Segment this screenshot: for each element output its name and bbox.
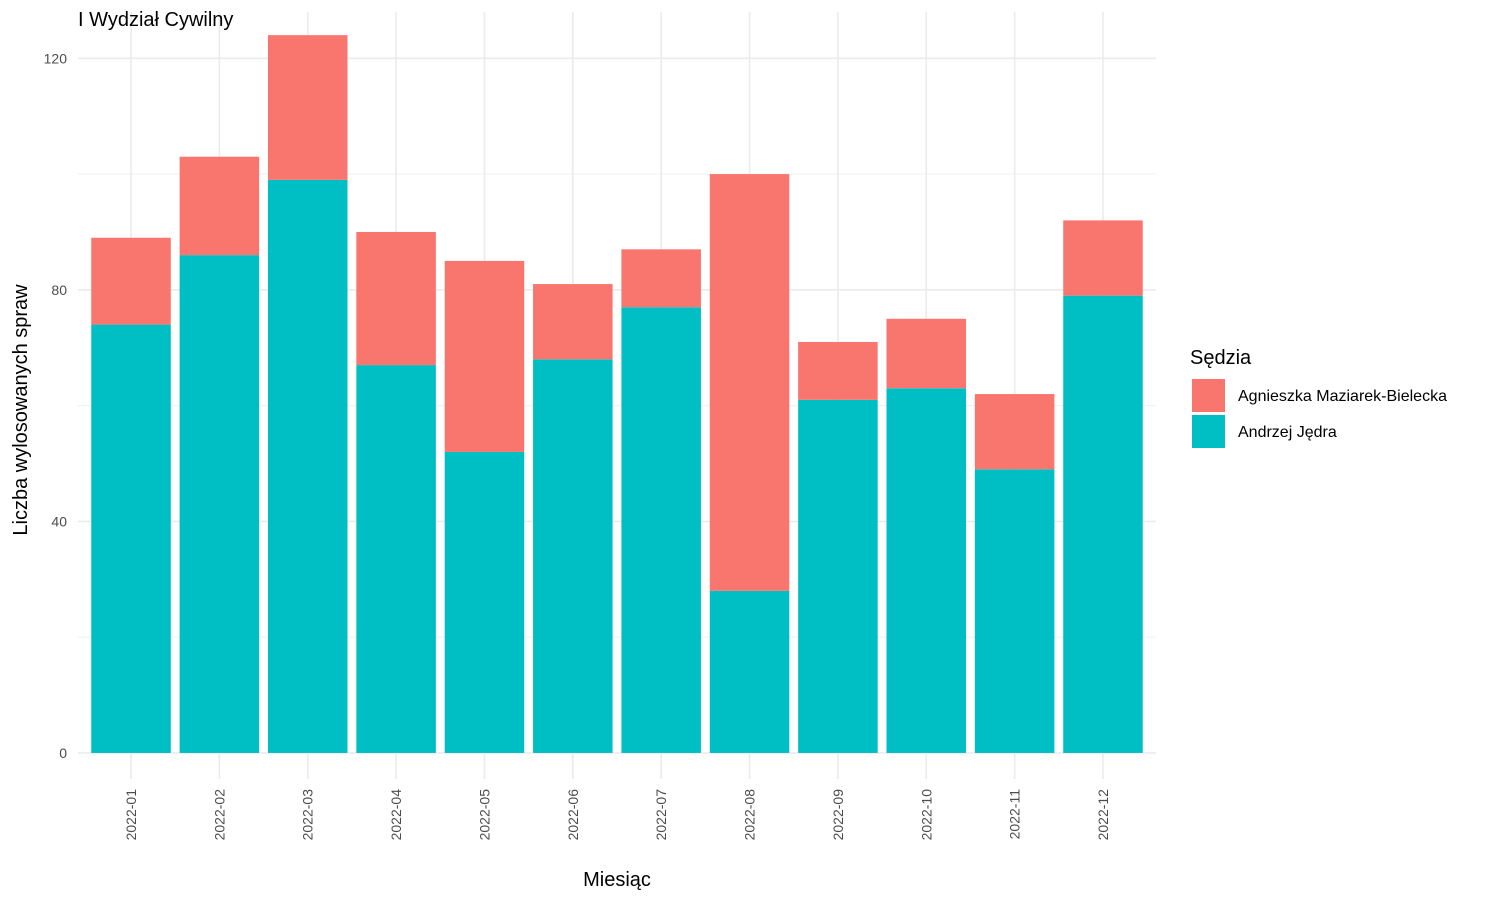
x-tick-label: 2022-06 bbox=[565, 789, 581, 841]
x-tick-label: 2022-08 bbox=[742, 789, 758, 841]
chart-title: I Wydział Cywilny bbox=[78, 9, 233, 31]
bar-segment bbox=[621, 307, 701, 753]
x-tick-label: 2022-07 bbox=[653, 789, 669, 841]
bars bbox=[91, 35, 1143, 753]
legend-key bbox=[1192, 415, 1225, 448]
x-tick-label: 2022-03 bbox=[300, 789, 316, 841]
y-tick-label: 0 bbox=[59, 745, 67, 761]
x-tick-label: 2022-12 bbox=[1095, 789, 1111, 841]
bar-segment bbox=[1063, 295, 1143, 753]
y-tick-label: 40 bbox=[51, 513, 67, 529]
y-tick-label: 80 bbox=[51, 282, 67, 298]
bar-segment bbox=[974, 394, 1055, 470]
bar-segment bbox=[444, 451, 525, 753]
bar-segment bbox=[621, 249, 701, 308]
bar-segment bbox=[267, 179, 348, 753]
bar-segment bbox=[886, 318, 967, 389]
bar-segment bbox=[974, 469, 1055, 753]
bar-segment bbox=[709, 174, 790, 591]
legend: Sędzia Agnieszka Maziarek-Bielecka Andrze… bbox=[1190, 347, 1447, 448]
bar-segment bbox=[533, 284, 613, 360]
x-axis-ticks: 2022-01 2022-02 2022-03 2022-04 2022-05 2022-… bbox=[123, 789, 1111, 841]
bar-segment bbox=[798, 399, 878, 753]
bar-segment bbox=[533, 359, 613, 753]
bar-segment bbox=[179, 156, 260, 256]
legend-key bbox=[1192, 379, 1225, 412]
bar-segment bbox=[444, 260, 525, 452]
bar-segment bbox=[709, 590, 790, 753]
bar-segment bbox=[179, 255, 260, 753]
x-tick-label: 2022-02 bbox=[211, 789, 227, 841]
legend-title: Sędzia bbox=[1190, 347, 1252, 369]
y-tick-label: 120 bbox=[44, 50, 68, 66]
legend-label: Agnieszka Maziarek-Bielecka bbox=[1238, 388, 1447, 405]
x-axis-title: Miesiąc bbox=[583, 869, 651, 891]
bar-segment bbox=[91, 324, 171, 753]
y-axis-ticks: 0 40 80 120 bbox=[44, 50, 68, 761]
y-axis-title: Liczba wylosowanych spraw bbox=[10, 284, 32, 536]
bar-segment bbox=[1063, 220, 1143, 296]
bar-segment bbox=[356, 231, 436, 366]
x-tick-label: 2022-11 bbox=[1007, 789, 1023, 840]
x-tick-label: 2022-01 bbox=[123, 789, 139, 841]
bar-segment bbox=[267, 35, 348, 180]
x-tick-label: 2022-10 bbox=[918, 789, 934, 841]
bar-segment bbox=[91, 237, 171, 325]
legend-label: Andrzej Jędra bbox=[1238, 424, 1337, 441]
bar-segment bbox=[886, 388, 967, 753]
bar-segment bbox=[798, 341, 878, 400]
x-tick-label: 2022-04 bbox=[388, 789, 404, 841]
x-tick-label: 2022-09 bbox=[830, 789, 846, 841]
bar-segment bbox=[356, 365, 436, 753]
x-tick-label: 2022-05 bbox=[476, 789, 492, 841]
